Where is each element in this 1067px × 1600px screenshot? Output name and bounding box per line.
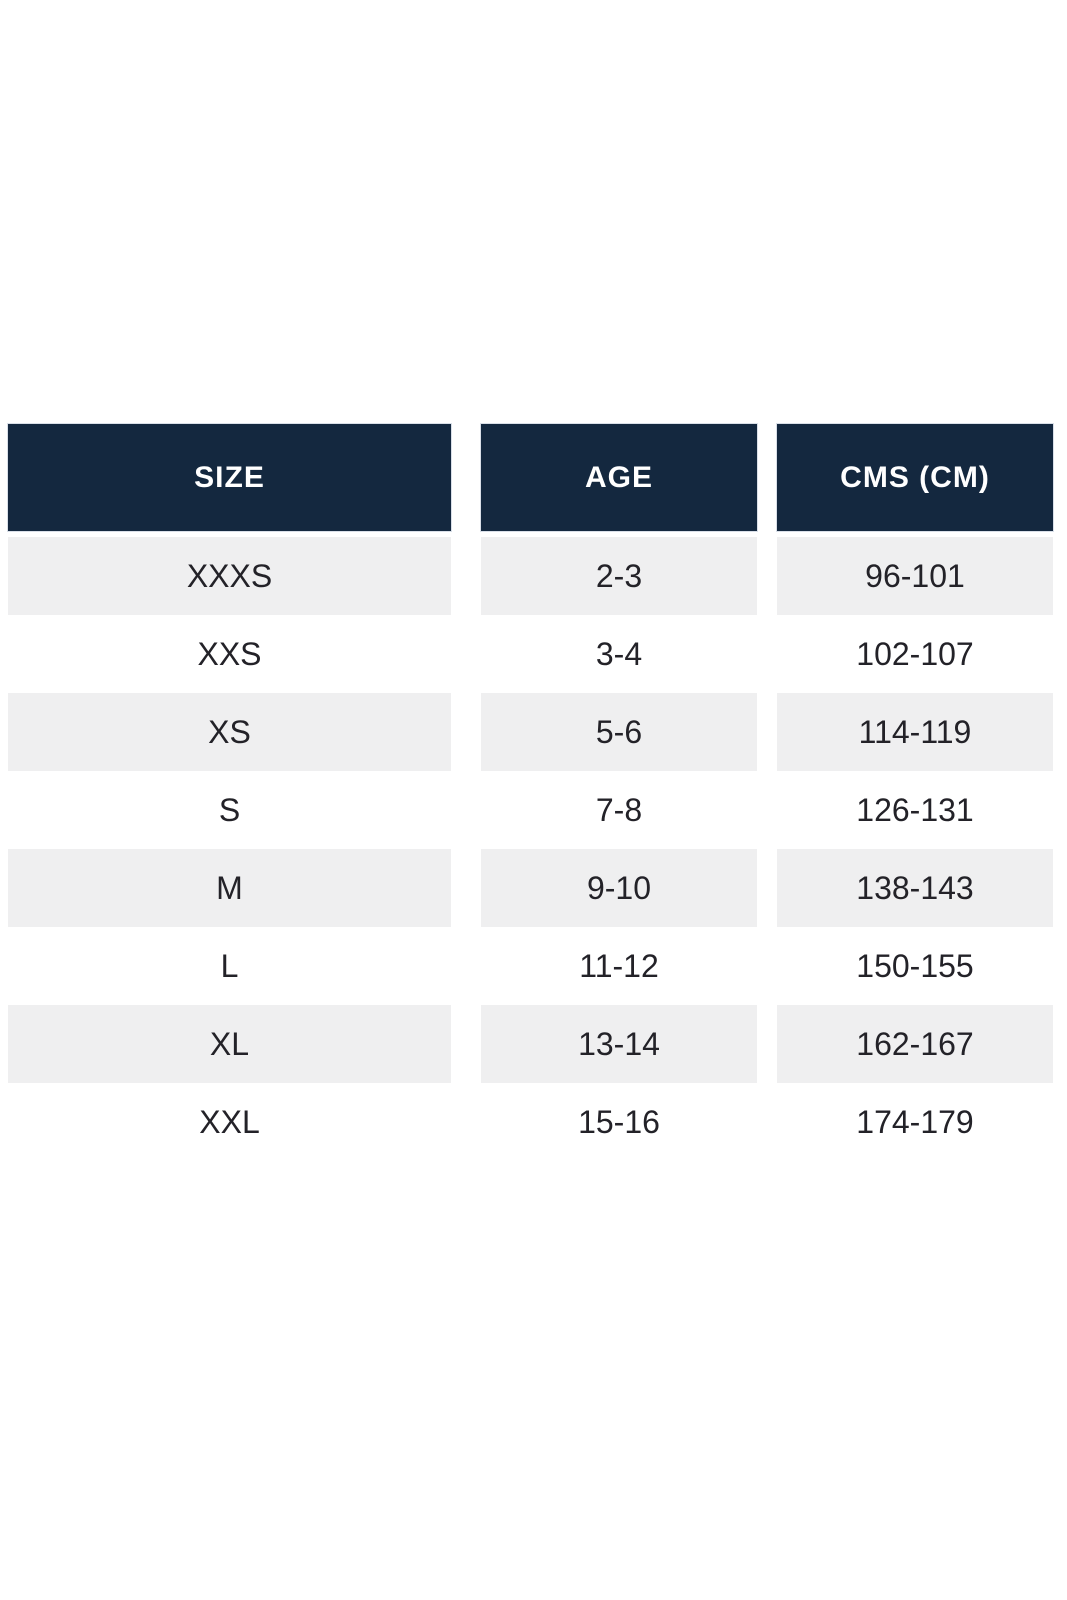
table-cell: 13-14	[481, 1005, 757, 1083]
table-cell: 96-101	[777, 537, 1053, 615]
column-age: AGE 2-3 3-4 5-6 7-8 9-10 11-12 13-14 15-…	[481, 424, 757, 1161]
table-cell: 9-10	[481, 849, 757, 927]
column-cms: CMS (CM) 96-101 102-107 114-119 126-131 …	[777, 424, 1053, 1161]
table-cell: 2-3	[481, 537, 757, 615]
table-cell: 5-6	[481, 693, 757, 771]
column-age-rows: 2-3 3-4 5-6 7-8 9-10 11-12 13-14 15-16	[481, 537, 757, 1161]
table-cell: S	[8, 771, 451, 849]
column-cms-rows: 96-101 102-107 114-119 126-131 138-143 1…	[777, 537, 1053, 1161]
table-cell: 7-8	[481, 771, 757, 849]
table-cell: 150-155	[777, 927, 1053, 1005]
column-size: SIZE XXXS XXS XS S M L XL XXL	[8, 424, 451, 1161]
table-cell: XL	[8, 1005, 451, 1083]
column-header-age: AGE	[481, 424, 757, 531]
table-cell: 15-16	[481, 1083, 757, 1161]
table-cell: L	[8, 927, 451, 1005]
column-header-cms: CMS (CM)	[777, 424, 1053, 531]
table-cell: XXL	[8, 1083, 451, 1161]
table-cell: 174-179	[777, 1083, 1053, 1161]
table-cell: 114-119	[777, 693, 1053, 771]
column-size-rows: XXXS XXS XS S M L XL XXL	[8, 537, 451, 1161]
table-cell: 11-12	[481, 927, 757, 1005]
table-cell: XXXS	[8, 537, 451, 615]
table-cell: XXS	[8, 615, 451, 693]
table-cell: 3-4	[481, 615, 757, 693]
column-header-size: SIZE	[8, 424, 451, 531]
table-cell: XS	[8, 693, 451, 771]
size-chart-table: SIZE XXXS XXS XS S M L XL XXL AGE 2-3 3-…	[8, 424, 1053, 1161]
table-cell: 162-167	[777, 1005, 1053, 1083]
table-cell: 138-143	[777, 849, 1053, 927]
table-cell: 102-107	[777, 615, 1053, 693]
table-cell: 126-131	[777, 771, 1053, 849]
table-cell: M	[8, 849, 451, 927]
